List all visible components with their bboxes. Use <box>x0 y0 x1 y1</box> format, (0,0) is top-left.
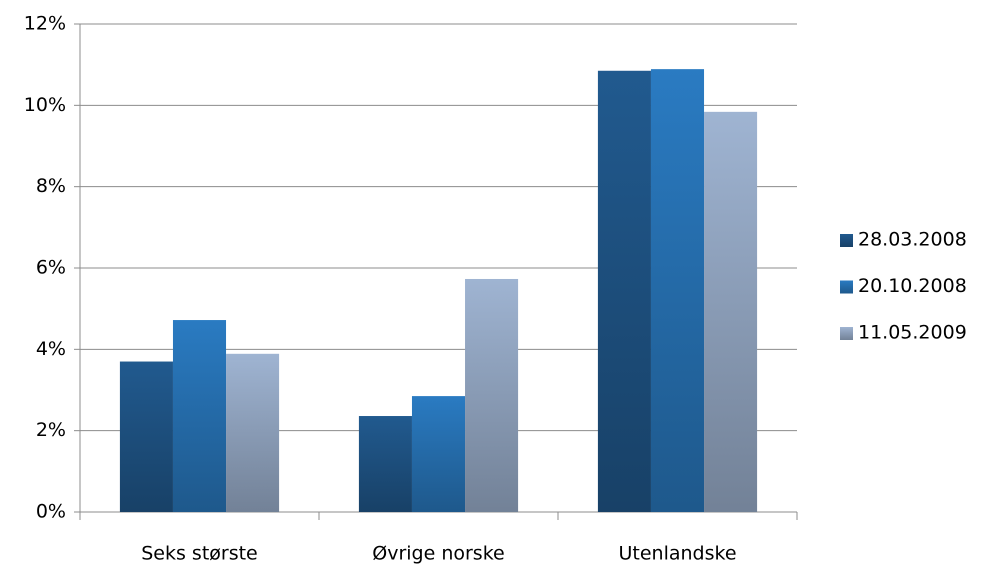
x-tick-label: Seks største <box>141 543 258 565</box>
bar <box>465 278 519 512</box>
x-tick-label: Utenlandske <box>618 543 736 565</box>
legend-swatch <box>840 234 853 247</box>
bar <box>597 70 651 513</box>
legend-label: 28.03.2008 <box>858 229 967 251</box>
bar <box>411 396 466 512</box>
bar <box>172 320 227 512</box>
legend-swatch <box>840 280 853 294</box>
y-tick-label: 2% <box>36 419 66 441</box>
y-tick-label: 12% <box>24 13 66 35</box>
y-tick-label: 4% <box>36 338 66 360</box>
legend-swatch <box>840 327 853 340</box>
y-tick-label: 6% <box>36 257 66 279</box>
y-tick-label: 0% <box>36 501 66 523</box>
bar <box>119 361 173 512</box>
bar <box>358 416 412 512</box>
y-tick-label: 8% <box>36 175 66 197</box>
legend-label: 20.10.2008 <box>858 275 967 297</box>
bar <box>704 111 758 512</box>
bar <box>226 353 280 512</box>
bar <box>650 69 705 512</box>
legend-label: 11.05.2009 <box>858 322 967 344</box>
y-tick-label: 10% <box>24 94 66 116</box>
x-tick-label: Øvrige norske <box>372 543 504 565</box>
